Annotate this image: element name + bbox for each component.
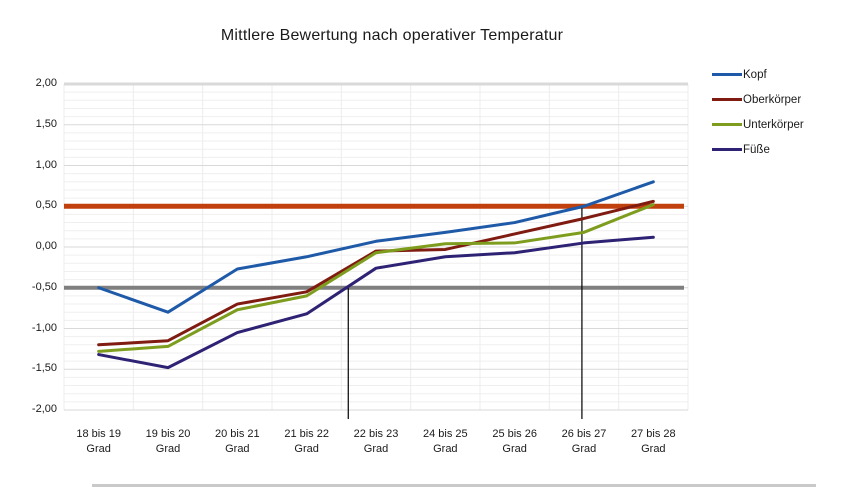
y-tick-label: 2,00	[35, 77, 57, 89]
x-tick-range: 21 bis 22	[284, 428, 329, 440]
series-line-fusse	[97, 235, 655, 370]
x-tick-label: 26 bis 27 Grad	[548, 427, 620, 457]
legend-item-kopf: Kopf	[712, 62, 804, 87]
x-tick-label: 27 bis 28 Grad	[617, 427, 689, 457]
legend: Kopf Oberkörper Unterkörper Füße	[712, 62, 804, 162]
x-tick-unit: Grad	[433, 443, 458, 455]
legend-item-unterkorper: Unterkörper	[712, 112, 804, 137]
x-tick-unit: Grad	[225, 443, 250, 455]
y-tick-label: 0,50	[35, 199, 57, 212]
x-tick-label: 21 bis 22 Grad	[271, 427, 343, 457]
x-tick-unit: Grad	[155, 443, 181, 455]
y-tick-label: 1,00	[35, 158, 57, 171]
x-tick-range: 22 bis 23	[353, 428, 399, 440]
y-tick-label: -1,50	[31, 362, 57, 375]
x-tick-range: 25 bis 26	[492, 428, 537, 440]
legend-label: Unterkörper	[743, 118, 804, 131]
x-tick-label: 25 bis 26 Grad	[479, 427, 551, 457]
series-line-kopf	[97, 180, 655, 314]
x-tick-unit: Grad	[571, 443, 597, 455]
y-tick-label: -1,00	[31, 321, 57, 334]
y-tick-label: -0,50	[31, 280, 57, 293]
y-tick-label: -2,00	[31, 403, 57, 415]
x-tick-range: 19 bis 20	[145, 428, 191, 440]
legend-label: Kopf	[743, 68, 767, 81]
x-tick-range: 18 bis 19	[76, 428, 121, 440]
legend-swatch-fusse	[712, 148, 742, 151]
legend-label: Oberkörper	[743, 93, 802, 106]
x-tick-label: 22 bis 23 Grad	[340, 427, 412, 457]
x-tick-unit: Grad	[363, 443, 389, 455]
series-line-unterkorper	[97, 203, 655, 353]
x-tick-unit: Grad	[502, 443, 527, 455]
page-bottom-divider	[92, 484, 816, 487]
legend-swatch-unterkorper	[712, 123, 742, 126]
x-tick-label: 18 bis 19 Grad	[63, 427, 135, 457]
legend-item-oberkorper: Oberkörper	[712, 87, 804, 112]
legend-item-fusse: Füße	[712, 137, 804, 162]
x-tick-range: 26 bis 27	[561, 428, 607, 440]
legend-swatch-oberkorper	[712, 98, 742, 101]
chart-title: Mittlere Bewertung nach operativer Tempe…	[220, 27, 564, 44]
x-tick-unit: Grad	[86, 443, 111, 455]
x-tick-unit: Grad	[294, 443, 319, 455]
legend-swatch-kopf	[712, 73, 742, 76]
x-tick-label: 20 bis 21 Grad	[201, 427, 273, 457]
y-tick-label: 1,50	[35, 117, 57, 130]
x-tick-range: 24 bis 25	[423, 428, 468, 440]
x-tick-label: 24 bis 25 Grad	[409, 427, 481, 457]
x-tick-range: 20 bis 21	[215, 428, 260, 440]
x-tick-label: 19 bis 20 Grad	[132, 427, 204, 457]
series-line-oberkorper	[97, 199, 655, 347]
x-tick-range: 27 bis 28	[631, 428, 676, 440]
legend-label: Füße	[743, 143, 770, 156]
x-tick-unit: Grad	[641, 443, 666, 455]
y-tick-label: 0,00	[35, 240, 57, 252]
